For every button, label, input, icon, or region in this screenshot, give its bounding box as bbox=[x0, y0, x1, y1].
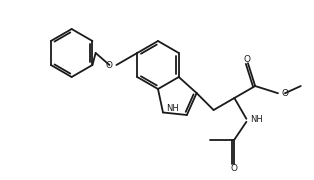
Text: O: O bbox=[243, 55, 251, 64]
Text: O: O bbox=[282, 89, 289, 98]
Text: O: O bbox=[106, 60, 112, 69]
Text: NH: NH bbox=[166, 104, 179, 113]
Text: O: O bbox=[231, 164, 238, 173]
Text: NH: NH bbox=[250, 115, 263, 124]
